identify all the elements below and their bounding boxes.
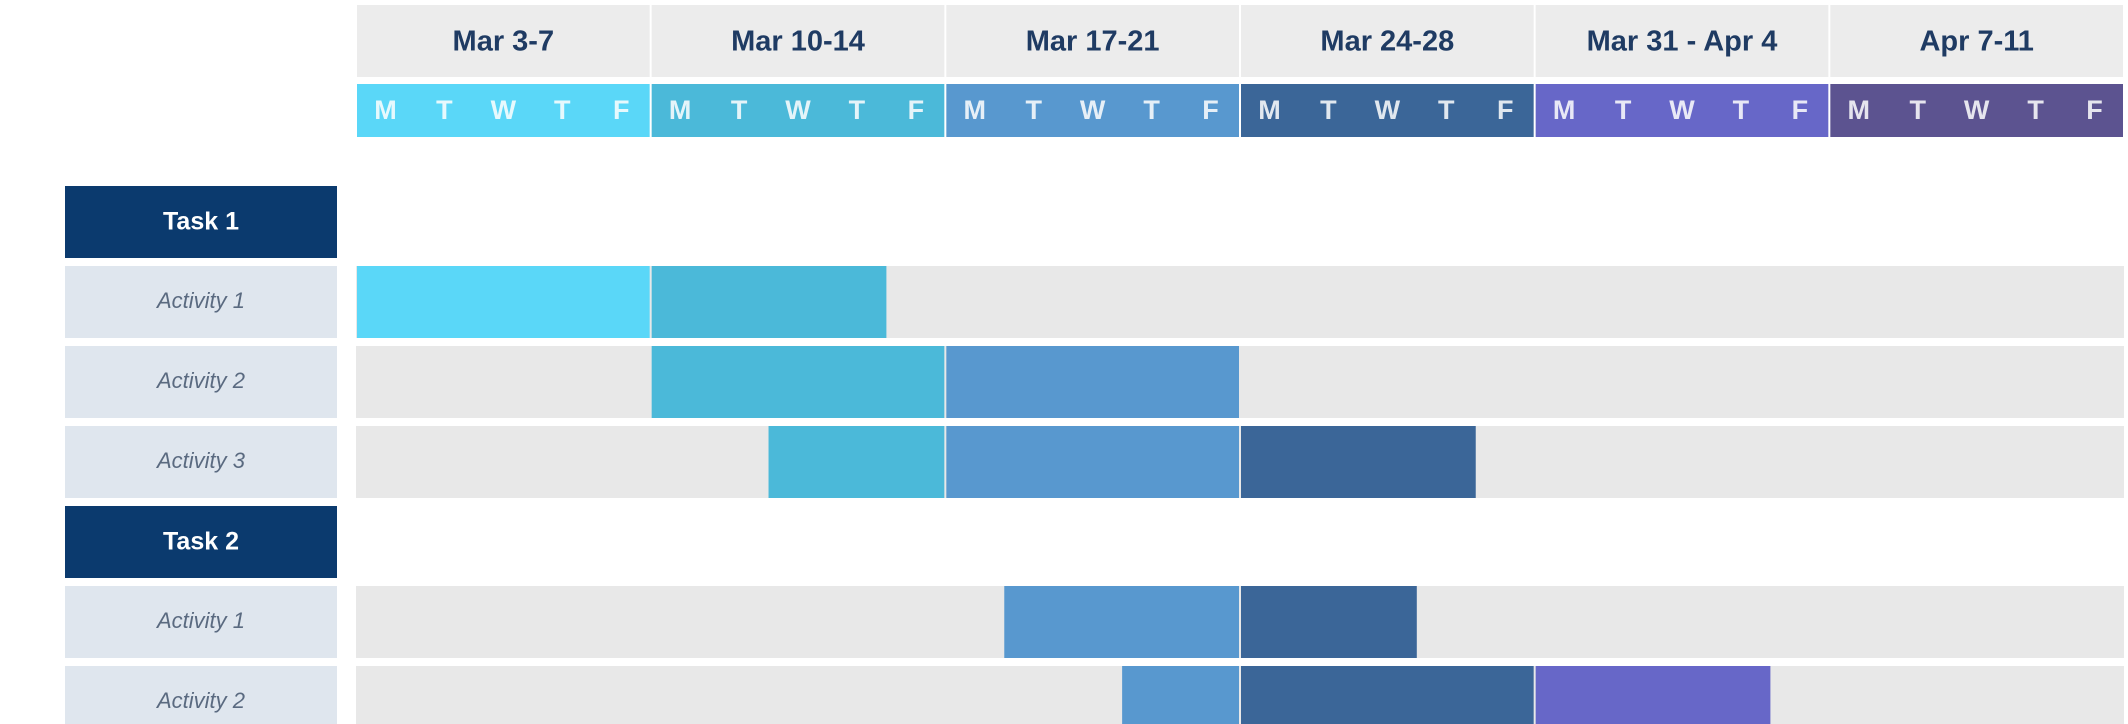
- week-label: Mar 17-21: [1026, 26, 1160, 58]
- day-label: T: [1438, 95, 1455, 125]
- activity-bar: [357, 266, 650, 338]
- day-label: M: [1553, 95, 1576, 125]
- day-strip: [1830, 84, 2123, 137]
- day-label: T: [1733, 95, 1750, 125]
- track: [356, 586, 2124, 658]
- activity-bar: [1241, 666, 1534, 724]
- day-label: F: [1202, 95, 1219, 125]
- activity-cell: [65, 586, 337, 658]
- day-label: T: [1615, 95, 1632, 125]
- day-label: T: [1143, 95, 1160, 125]
- week-label: Apr 7-11: [1919, 26, 2033, 58]
- week-header: [357, 5, 650, 77]
- day-label: T: [554, 95, 571, 125]
- activity-label: Activity 2: [155, 368, 245, 393]
- day-label: W: [1080, 95, 1106, 125]
- activity-bar: [651, 266, 887, 338]
- day-label: T: [849, 95, 866, 125]
- week-header: [946, 5, 1239, 77]
- activity-label: Activity 2: [155, 688, 245, 713]
- day-label: F: [908, 95, 925, 125]
- day-strip: [946, 84, 1239, 137]
- activity-label: Activity 1: [155, 608, 245, 633]
- day-label: W: [491, 95, 517, 125]
- day-strip: [357, 84, 650, 137]
- day-label: T: [436, 95, 453, 125]
- activity-label: Activity 3: [155, 448, 246, 473]
- day-label: T: [1025, 95, 1042, 125]
- day-label: T: [1909, 95, 1926, 125]
- day-label: W: [1375, 95, 1401, 125]
- week-header: [1241, 5, 1534, 77]
- day-label: W: [1964, 95, 1990, 125]
- task-cell: [65, 186, 337, 258]
- day-label: T: [731, 95, 748, 125]
- day-label: F: [1792, 95, 1809, 125]
- activity-bar: [1535, 666, 1771, 724]
- track: [356, 426, 2124, 498]
- day-label: F: [613, 95, 630, 125]
- week-label: Mar 31 - Apr 4: [1587, 26, 1778, 58]
- week-header: [1830, 5, 2123, 77]
- day-strip: [1535, 84, 1829, 137]
- day-label: M: [374, 95, 397, 125]
- week-header: [1535, 5, 1829, 77]
- activity-cell: [65, 346, 337, 418]
- week-label: Mar 10-14: [731, 26, 865, 58]
- activity-label: Activity 1: [155, 288, 245, 313]
- activity-bar: [651, 346, 945, 418]
- activity-cell: [65, 266, 337, 338]
- day-strip: [651, 84, 945, 137]
- activity-cell: [65, 666, 337, 724]
- day-label: M: [964, 95, 987, 125]
- activity-bar: [768, 426, 945, 498]
- activity-cell: [65, 426, 337, 498]
- track: [356, 346, 2124, 418]
- activity-bar: [946, 426, 1239, 498]
- activity-bar: [1122, 666, 1239, 724]
- activity-bar: [946, 346, 1239, 418]
- day-label: F: [2086, 95, 2103, 125]
- week-header: [651, 5, 945, 77]
- task-cell: [65, 506, 337, 578]
- week-label: Mar 3-7: [453, 26, 555, 58]
- day-label: M: [1848, 95, 1871, 125]
- day-label: T: [2027, 95, 2044, 125]
- track: [356, 266, 2124, 338]
- week-label: Mar 24-28: [1320, 26, 1454, 58]
- day-label: M: [1258, 95, 1281, 125]
- track: [356, 666, 2124, 724]
- activity-bar: [1241, 426, 1476, 498]
- day-label: F: [1497, 95, 1514, 125]
- day-label: W: [785, 95, 811, 125]
- activity-bar: [1004, 586, 1239, 658]
- activity-bar: [1241, 586, 1417, 658]
- day-label: W: [1669, 95, 1695, 125]
- task-label: Task 2: [163, 528, 239, 556]
- day-label: T: [1320, 95, 1337, 125]
- day-strip: [1241, 84, 1534, 137]
- task-label: Task 1: [163, 208, 239, 236]
- day-label: M: [669, 95, 692, 125]
